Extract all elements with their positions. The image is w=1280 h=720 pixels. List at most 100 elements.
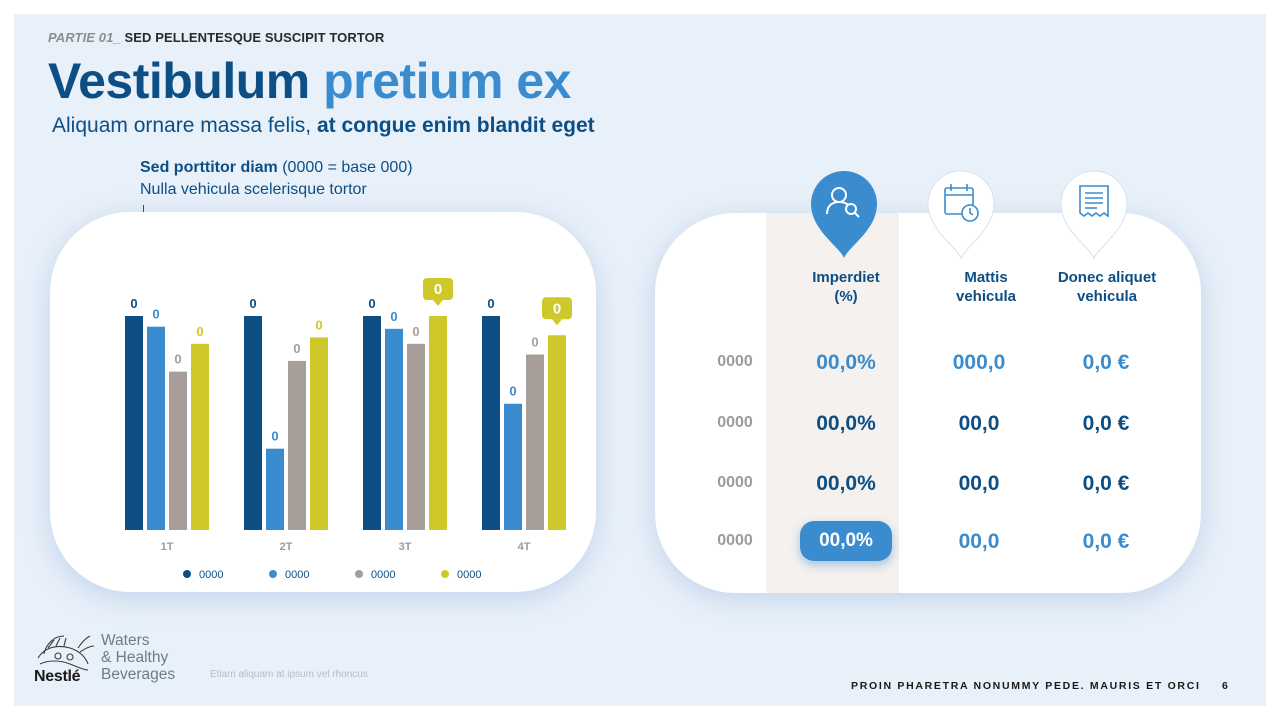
table-cell: 0,0 € — [1082, 351, 1130, 374]
kicker-part: PARTIE 01_ — [48, 30, 121, 45]
brand-line2: & Healthy — [101, 649, 169, 666]
data-label: 0 — [196, 324, 203, 339]
callout-box — [423, 278, 453, 300]
data-label: 0 — [152, 307, 159, 322]
brand-line3: Beverages — [101, 666, 176, 683]
brand-tagline: Waters & Healthy Beverages — [101, 632, 175, 683]
title-light: pretium ex — [323, 53, 571, 109]
chart-note-line2: Nulla vehicula scelerisque tortor — [140, 181, 367, 198]
data-label: 0 — [368, 296, 375, 311]
bar — [526, 354, 544, 530]
column-header-mattis: Mattis vehicula — [921, 268, 1051, 306]
column-pin-donec — [1059, 168, 1129, 260]
people-search-icon — [826, 187, 860, 218]
table-cell: 0,0 € — [1082, 472, 1130, 495]
table-cell: 0,0 € — [1082, 530, 1130, 553]
bar — [429, 316, 447, 530]
table-cell: 00,0% — [816, 472, 876, 495]
column-header-line1: Mattis — [964, 269, 1008, 286]
bar — [191, 343, 209, 530]
column-header-donec: Donec aliquet vehicula — [1042, 268, 1172, 306]
legend-marker — [441, 570, 449, 578]
subtitle-regular: Aliquam ornare massa felis, — [52, 114, 317, 137]
data-label: 0 — [390, 309, 397, 324]
legend-label: 0000 — [371, 569, 395, 581]
callout-box — [542, 297, 572, 320]
x-tick-label: 4T — [518, 541, 531, 553]
column-pin-imperdiet — [809, 168, 879, 260]
section-kicker: PARTIE 01_ SED PELLENTESQUE SUSCIPIT TOR… — [48, 30, 384, 45]
table-cell: 00,0% — [816, 412, 876, 435]
data-label: 0 — [531, 335, 538, 350]
table-cell: 0,0 € — [1082, 412, 1130, 435]
row-label: 0000 — [717, 414, 753, 431]
footer-text: PROIN PHARETRA NONUMMY PEDE. MAURIS ET O… — [851, 680, 1201, 692]
bar-callout: 0 — [542, 297, 572, 326]
row-label: 0000 — [717, 353, 753, 370]
bar — [310, 337, 328, 530]
data-label: 0 — [174, 352, 181, 367]
bar — [266, 448, 284, 530]
bar — [504, 403, 522, 530]
legend-marker — [183, 570, 191, 578]
calendar-clock-icon — [944, 184, 979, 222]
table-cell: 000,0 — [952, 351, 1006, 374]
bar — [363, 316, 381, 530]
legend-marker — [355, 570, 363, 578]
data-label: 0 — [293, 341, 300, 356]
column-header-line1: Donec aliquet — [1057, 269, 1157, 286]
data-label: 0 — [553, 300, 561, 317]
title-dark: Vestibulum — [48, 53, 324, 109]
data-label: 0 — [509, 384, 516, 399]
data-label: 0 — [271, 429, 278, 444]
bar — [147, 326, 165, 530]
receipt-icon — [1079, 185, 1109, 218]
x-tick-label: 3T — [399, 541, 412, 553]
x-tick-label: 2T — [280, 541, 293, 553]
column-header-imperdiet: Imperdiet (%) — [781, 268, 911, 306]
chart-card: 0 0 0 0 1T 0 0 0 0 2T 0 0 0 0 3T 0 0 0 0 4T 0000 0000 0000 0000 — [50, 212, 596, 592]
column-header-line1: Imperdiet — [812, 269, 880, 286]
data-label: 0 — [315, 317, 322, 332]
bar — [169, 371, 187, 530]
bar — [482, 316, 500, 530]
chart-note-bold: Sed porttitor diam — [140, 159, 278, 176]
x-tick-label: 1T — [161, 541, 174, 553]
legend-label: 0000 — [457, 569, 481, 581]
page-number: 6 — [1222, 680, 1228, 692]
data-label: 0 — [130, 296, 137, 311]
page-subtitle: Aliquam ornare massa felis, at congue en… — [52, 114, 595, 138]
brand-line1: Waters — [101, 632, 150, 649]
table-cell: 00,0% — [816, 351, 876, 374]
chart-note-regular: (0000 = base 000) — [277, 159, 413, 176]
chart-note: Sed porttitor diam (0000 = base 000) Nul… — [140, 157, 413, 201]
bar — [407, 343, 425, 530]
table-cell: 00,0 — [958, 412, 1000, 435]
data-label: 0 — [412, 324, 419, 339]
row-label: 0000 — [717, 532, 753, 549]
column-pin-mattis — [926, 168, 996, 260]
kicker-text: SED PELLENTESQUE SUSCIPIT TORTOR — [120, 30, 385, 45]
bar-callout: 0 — [423, 278, 453, 306]
table-cell: 00,0 — [958, 530, 1000, 553]
data-label: 0 — [249, 296, 256, 311]
column-header-line2: vehicula — [1076, 288, 1138, 305]
nestle-nest-logo-icon — [37, 635, 95, 671]
brand-name: Nestlé — [34, 668, 81, 685]
callout-pointer — [433, 300, 443, 306]
column-header-line2: vehicula — [955, 288, 1017, 305]
page-title: Vestibulum pretium ex — [48, 52, 571, 110]
bar — [244, 316, 262, 530]
highlighted-cell-pill: 00,0% — [800, 521, 892, 561]
bar — [125, 316, 143, 530]
row-label: 0000 — [717, 474, 753, 491]
bar — [288, 360, 306, 530]
data-label: 0 — [487, 296, 494, 311]
legend-label: 0000 — [199, 569, 223, 581]
footnote: Etiam aliquam at ipsum vel rhoncus — [210, 669, 368, 680]
callout-pointer — [552, 319, 562, 326]
bar — [385, 328, 403, 530]
column-header-line2: (%) — [834, 288, 858, 305]
table-cell: 00,0 — [958, 472, 1000, 495]
